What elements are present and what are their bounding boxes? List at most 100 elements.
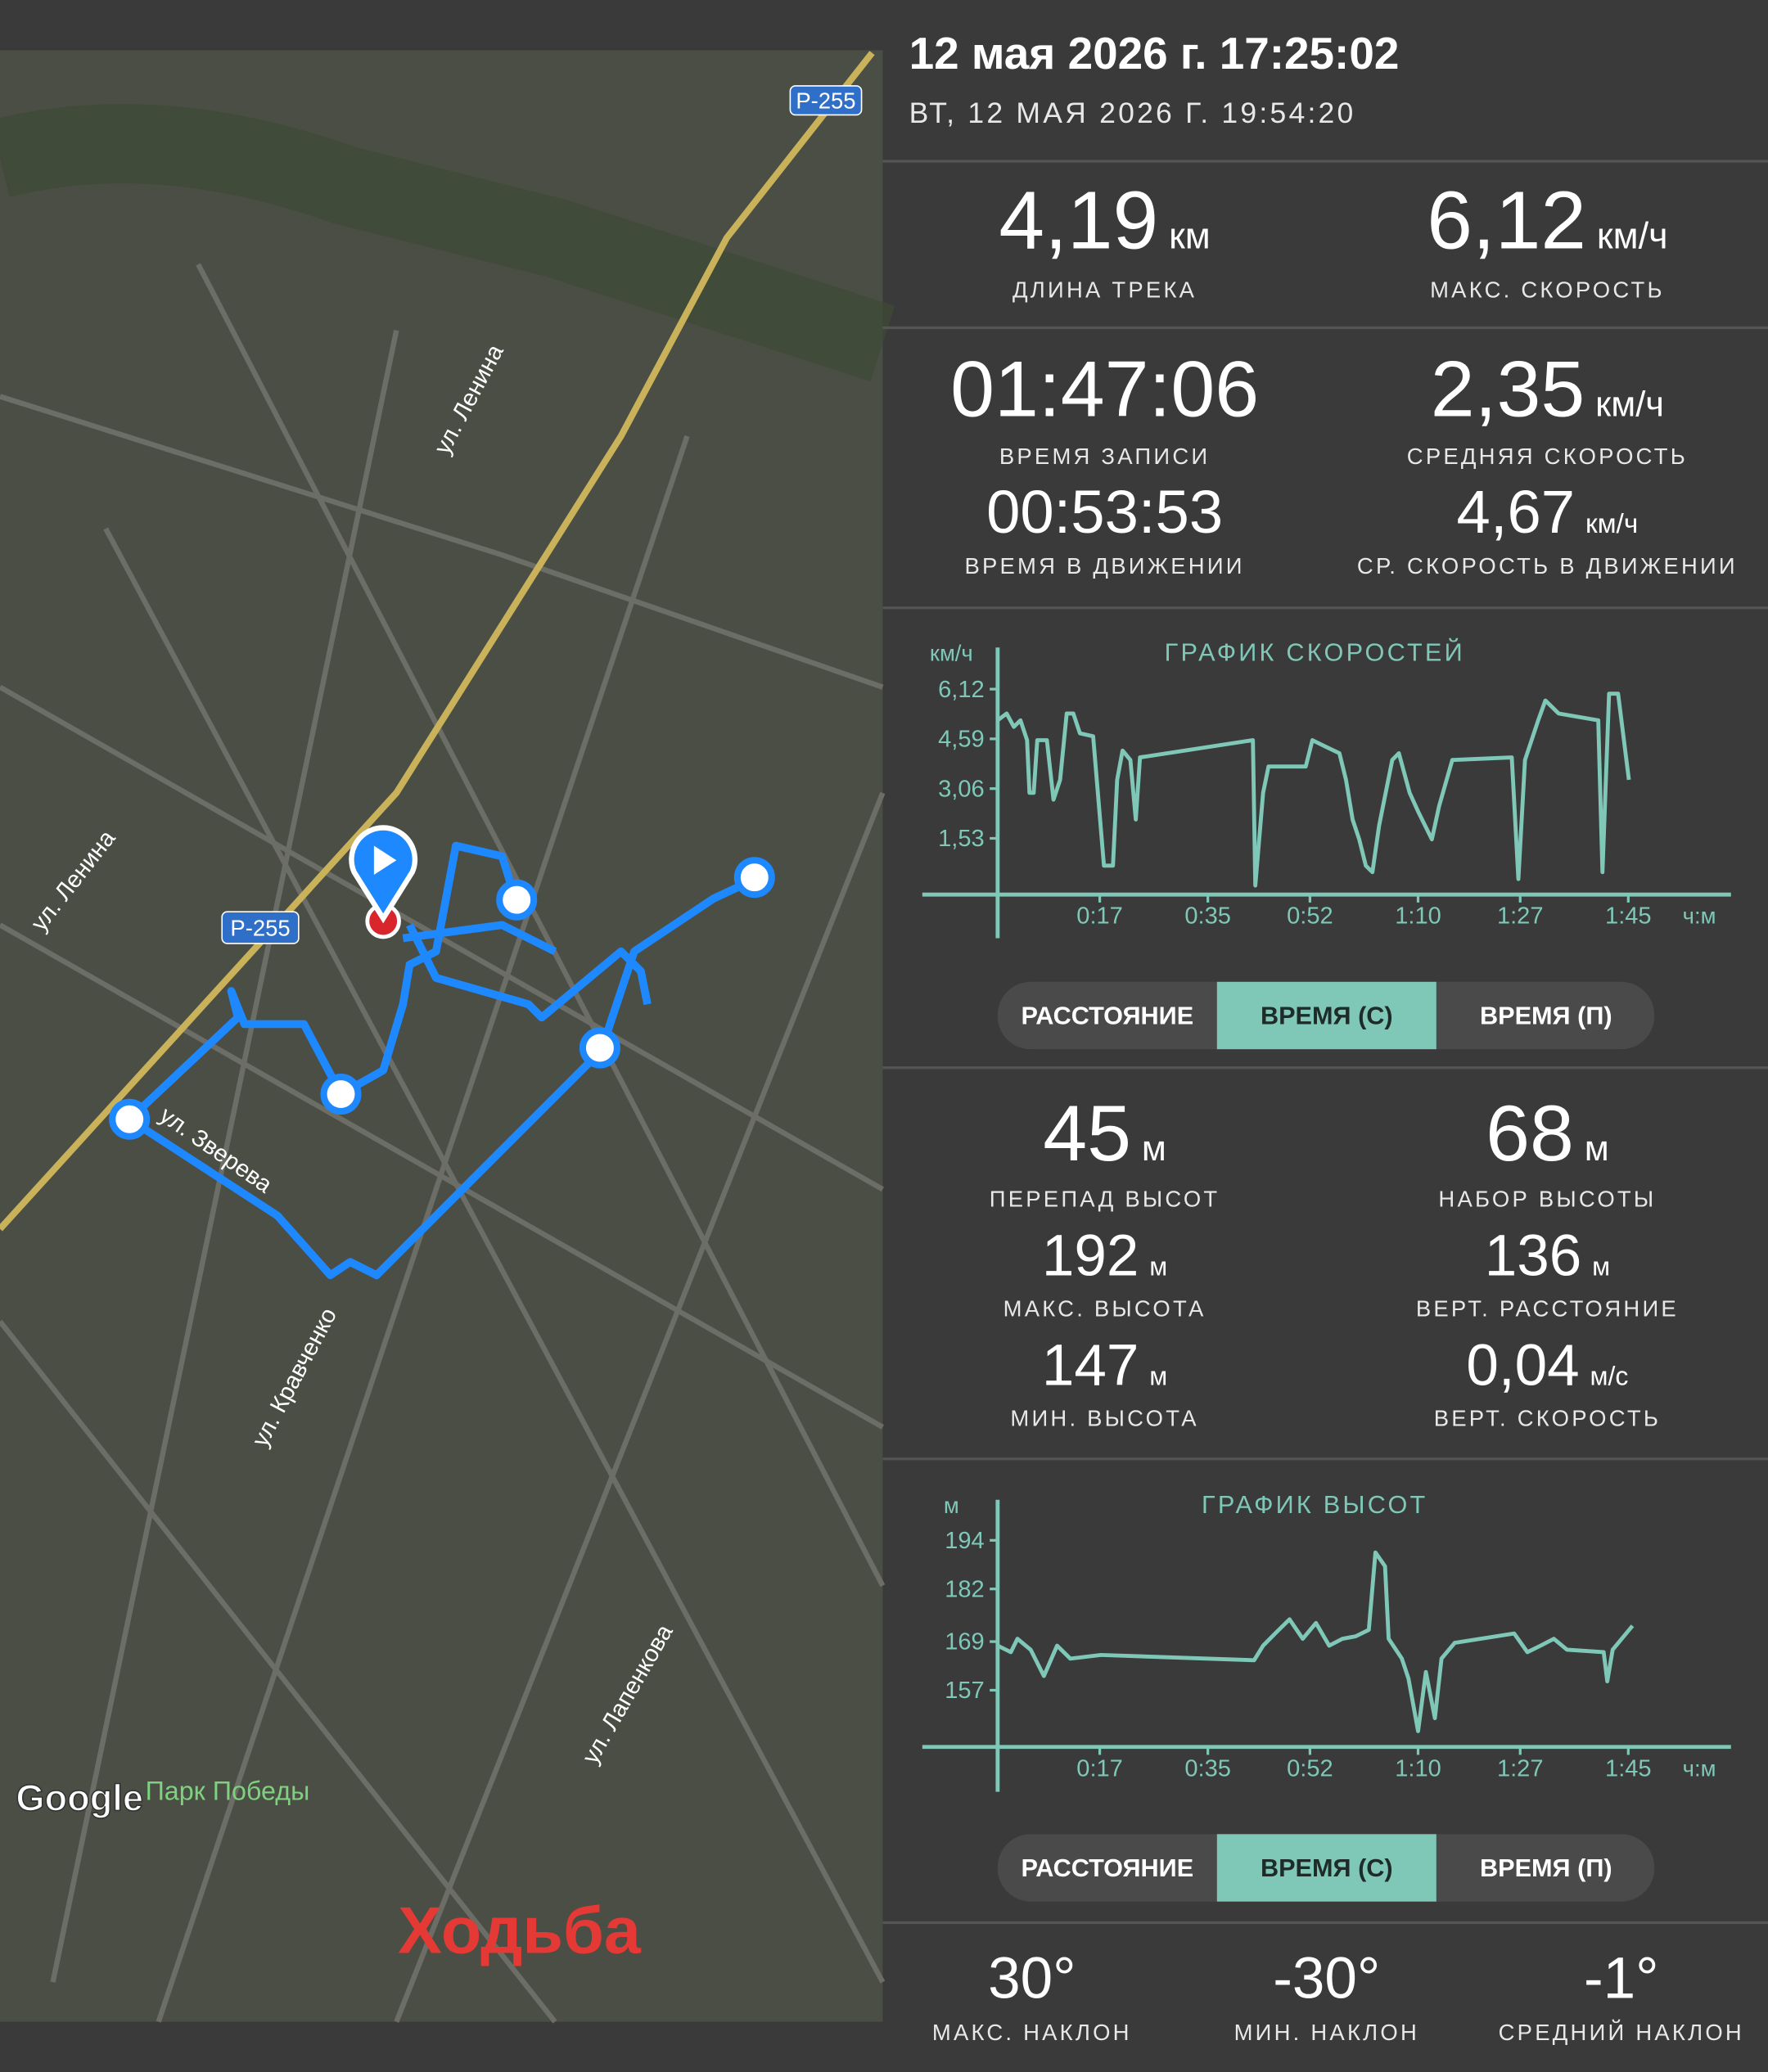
- route: [126, 841, 758, 1280]
- google-logo: Google: [16, 1777, 143, 1818]
- stat-value: -1°: [1584, 1947, 1659, 2011]
- stat-value: 136 м: [1485, 1223, 1610, 1288]
- charts: ГРАФИК СКОРОСТЕЙ км/ч ч:м 1,53 3,06 4,59 6,12 0…: [922, 637, 1731, 1792]
- chart-title: ГРАФИК СКОРОСТЕЙ: [1165, 637, 1465, 666]
- value: -30°: [1273, 1947, 1380, 2011]
- y-tick-label: 194: [945, 1528, 984, 1554]
- x-tick-label: 1:10: [1395, 1755, 1441, 1781]
- stat-label: ВРЕМЯ В ДВИЖЕНИИ: [964, 553, 1244, 579]
- chart-title: ГРАФИК ВЫСОТ: [1202, 1491, 1427, 1519]
- value: 01:47:06: [950, 345, 1259, 434]
- map-label: Парк Победы: [146, 1776, 310, 1805]
- x-tick-label: 0:17: [1076, 1755, 1123, 1781]
- unit: км/ч: [1585, 509, 1638, 539]
- play-icon: [373, 845, 397, 875]
- segment-button[interactable]: ВРЕМЯ (С): [1261, 1854, 1393, 1882]
- y-axis-label: м: [944, 1493, 959, 1518]
- x-tick-label: 1:10: [1395, 903, 1441, 930]
- value: 45: [1043, 1088, 1131, 1178]
- stat-value: 45 м: [1043, 1088, 1166, 1178]
- map[interactable]: Р-255 Р-255 ул. Ленина ул. Ленина ул. Зв…: [0, 50, 895, 2024]
- y-axis-label: км/ч: [930, 640, 973, 665]
- map-label: Р-255: [230, 915, 290, 940]
- segment-selected: [1216, 981, 1436, 1050]
- value: 4,19: [999, 175, 1158, 267]
- value: 2,35: [1431, 345, 1585, 434]
- subtitle: ВТ, 12 МАЯ 2026 Г. 19:54:20: [909, 97, 1356, 129]
- stat-label: СРЕДНЯЯ СКОРОСТЬ: [1407, 444, 1688, 469]
- dividers: [882, 160, 1768, 1925]
- segment-button[interactable]: ВРЕМЯ (С): [1261, 1002, 1393, 1029]
- stat-value: 68 м: [1486, 1088, 1609, 1178]
- x-tick-label: 0:35: [1184, 1755, 1231, 1781]
- stat-value: 0,04 м/с: [1466, 1333, 1628, 1398]
- x-tick-label: 1:45: [1605, 1755, 1652, 1781]
- unit: км: [1169, 215, 1211, 257]
- unit: м: [1592, 1251, 1610, 1281]
- value: 136: [1485, 1223, 1581, 1288]
- stat-value: 30°: [988, 1947, 1076, 2011]
- stat-label: СРЕДНИЙ НАКЛОН: [1499, 2020, 1744, 2045]
- value: 147: [1042, 1333, 1139, 1398]
- stat-label: СР. СКОРОСТЬ В ДВИЖЕНИИ: [1357, 553, 1738, 579]
- road-badge: [789, 85, 863, 116]
- x-tick-label: 1:27: [1497, 903, 1544, 930]
- segment-button[interactable]: РАССТОЯНИЕ: [1021, 1854, 1193, 1882]
- value: 00:53:53: [986, 478, 1223, 546]
- stat-value: 6,12 км/ч: [1427, 175, 1667, 267]
- y-tick-label: 182: [945, 1576, 984, 1602]
- unit: м: [1149, 1251, 1167, 1281]
- stat-label: МАКС. ВЫСОТА: [1004, 1295, 1206, 1321]
- activity-label: Ходьба: [398, 1894, 642, 1968]
- value: -1°: [1584, 1947, 1659, 2011]
- road-badge: [221, 911, 300, 944]
- stat-label: МИН. НАКЛОН: [1234, 2020, 1419, 2045]
- unit: м: [1142, 1129, 1166, 1169]
- stat-value: 192 м: [1042, 1223, 1167, 1288]
- unit: м/с: [1590, 1361, 1629, 1390]
- value: 6,12: [1427, 175, 1586, 267]
- segment-button[interactable]: ВРЕМЯ (П): [1480, 1854, 1612, 1882]
- stat-label: НАБОР ВЫСОТЫ: [1438, 1186, 1656, 1211]
- unit: м: [1149, 1361, 1167, 1390]
- stat-label: ДЛИНА ТРЕКА: [1013, 277, 1197, 302]
- x-axis-label: ч:м: [1683, 1755, 1716, 1781]
- y-tick-label: 169: [945, 1629, 984, 1655]
- value: 30°: [988, 1947, 1076, 2011]
- y-tick-label: 4,59: [938, 727, 985, 753]
- stat-value: 4,67 км/ч: [1457, 478, 1639, 546]
- unit: км/ч: [1597, 215, 1668, 257]
- stat-value: 2,35 км/ч: [1431, 345, 1664, 434]
- stat-label: ВЕРТ. СКОРОСТЬ: [1434, 1405, 1661, 1430]
- x-tick-label: 0:17: [1076, 903, 1123, 930]
- segment-button[interactable]: РАССТОЯНИЕ: [1021, 1002, 1193, 1029]
- stat-label: ВРЕМЯ ЗАПИСИ: [999, 444, 1210, 469]
- terrain: [0, 104, 895, 381]
- value: 0,04: [1466, 1333, 1579, 1398]
- unit: м: [1585, 1129, 1609, 1169]
- value: 4,67: [1457, 478, 1576, 546]
- stat-value: 4,19 км: [999, 175, 1210, 267]
- stat-label: МИН. ВЫСОТА: [1010, 1405, 1198, 1430]
- unit: км/ч: [1595, 385, 1664, 425]
- satellite-map: [0, 50, 883, 2022]
- segment-button[interactable]: ВРЕМЯ (П): [1480, 1002, 1612, 1029]
- x-tick-label: 0:52: [1287, 1755, 1333, 1781]
- y-tick-label: 6,12: [938, 677, 985, 703]
- stat-label: ПЕРЕПАД ВЫСОТ: [990, 1186, 1220, 1211]
- stats: 4,19 км ДЛИНА ТРЕКА 6,12 км/ч МАКС. СКОРОСТЬ 0…: [932, 175, 1744, 2046]
- km-pins: [109, 857, 775, 1140]
- toggles: РАССТОЯНИЕ ВРЕМЯ (С) ВРЕМЯ (П) РАССТОЯНИЕ ВР…: [997, 981, 1655, 1902]
- x-tick-label: 0:52: [1287, 903, 1333, 930]
- stat-value: 01:47:06: [950, 345, 1259, 434]
- x-tick-label: 0:35: [1184, 903, 1231, 930]
- stat-label: ВЕРТ. РАССТОЯНИЕ: [1416, 1295, 1679, 1321]
- value: 192: [1042, 1223, 1139, 1288]
- stat-value: -30°: [1273, 1947, 1380, 2011]
- stat-label: МАКС. НАКЛОН: [932, 2020, 1132, 2045]
- stat-value: 00:53:53: [986, 478, 1223, 546]
- stat-label: МАКС. СКОРОСТЬ: [1430, 277, 1665, 302]
- map-label: Р-255: [796, 88, 855, 113]
- data-line: [996, 691, 1631, 888]
